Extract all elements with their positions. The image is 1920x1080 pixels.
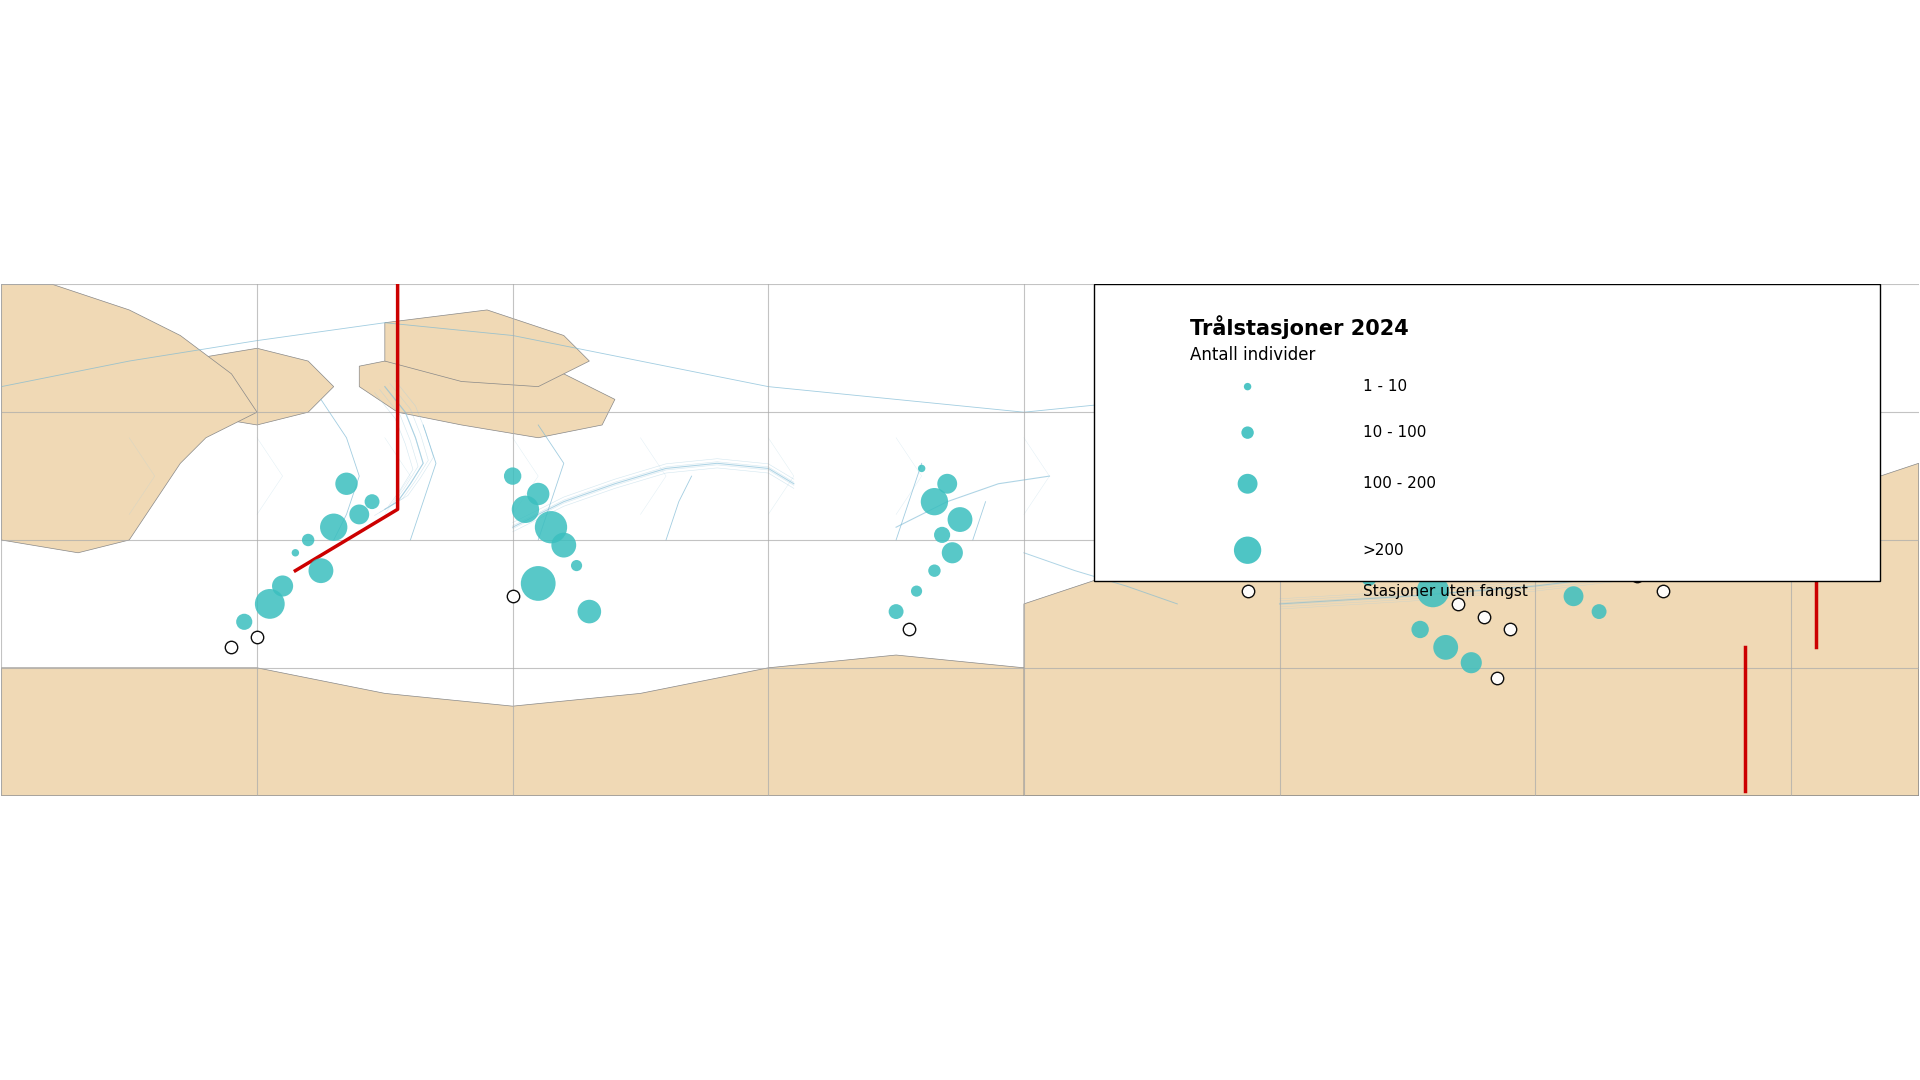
Polygon shape — [2, 284, 257, 553]
Text: Stasjoner uten fangst: Stasjoner uten fangst — [1363, 583, 1528, 598]
FancyBboxPatch shape — [1094, 284, 1880, 581]
Point — [217, 638, 248, 656]
Point — [1340, 505, 1371, 523]
Point — [900, 582, 931, 599]
Point — [1354, 570, 1384, 588]
Text: 10 - 100: 10 - 100 — [1363, 426, 1427, 441]
Point — [511, 501, 541, 518]
Point — [1392, 537, 1423, 554]
Point — [549, 537, 580, 554]
Point — [267, 578, 298, 595]
Point — [1584, 603, 1615, 620]
Point — [561, 557, 591, 575]
Point — [1494, 621, 1524, 638]
Point — [1444, 595, 1475, 612]
Point — [255, 595, 286, 612]
Point — [1455, 654, 1486, 672]
Text: >200: >200 — [1363, 543, 1404, 557]
Point — [330, 475, 361, 492]
Text: 1 - 10: 1 - 10 — [1363, 379, 1407, 394]
Point — [319, 518, 349, 536]
Point — [927, 526, 958, 543]
Point — [1622, 567, 1653, 584]
Point — [906, 460, 937, 477]
Polygon shape — [1023, 463, 1918, 796]
Point — [881, 603, 912, 620]
Text: Trålstasjoner 2024: Trålstasjoner 2024 — [1190, 315, 1409, 339]
Point — [1367, 518, 1398, 536]
Point — [574, 603, 605, 620]
Polygon shape — [2, 643, 1918, 796]
Point — [1597, 552, 1628, 569]
Point — [920, 492, 950, 510]
Point — [893, 621, 924, 638]
Point — [280, 544, 311, 562]
Point — [1417, 582, 1448, 599]
Point — [522, 485, 553, 502]
Point — [1647, 582, 1678, 599]
Polygon shape — [384, 310, 589, 387]
Point — [242, 629, 273, 646]
Point — [1315, 492, 1346, 510]
Polygon shape — [129, 348, 334, 424]
Point — [931, 475, 962, 492]
Point — [1379, 552, 1409, 569]
Text: Antall individer: Antall individer — [1190, 346, 1315, 364]
Point — [1559, 588, 1590, 605]
Point — [497, 468, 528, 485]
Point — [1430, 638, 1461, 656]
Point — [536, 518, 566, 536]
Point — [305, 562, 336, 579]
Point — [1571, 537, 1601, 554]
Point — [937, 544, 968, 562]
Point — [497, 588, 528, 605]
Point — [920, 562, 950, 579]
Point — [292, 531, 323, 549]
Point — [357, 492, 388, 510]
Point — [1482, 670, 1513, 687]
Point — [1546, 518, 1576, 536]
Point — [344, 505, 374, 523]
Point — [1405, 621, 1436, 638]
Text: 100 - 200: 100 - 200 — [1363, 476, 1436, 491]
Point — [945, 511, 975, 528]
Polygon shape — [359, 356, 614, 437]
Point — [228, 613, 259, 631]
Point — [522, 575, 553, 592]
Point — [1469, 608, 1500, 625]
